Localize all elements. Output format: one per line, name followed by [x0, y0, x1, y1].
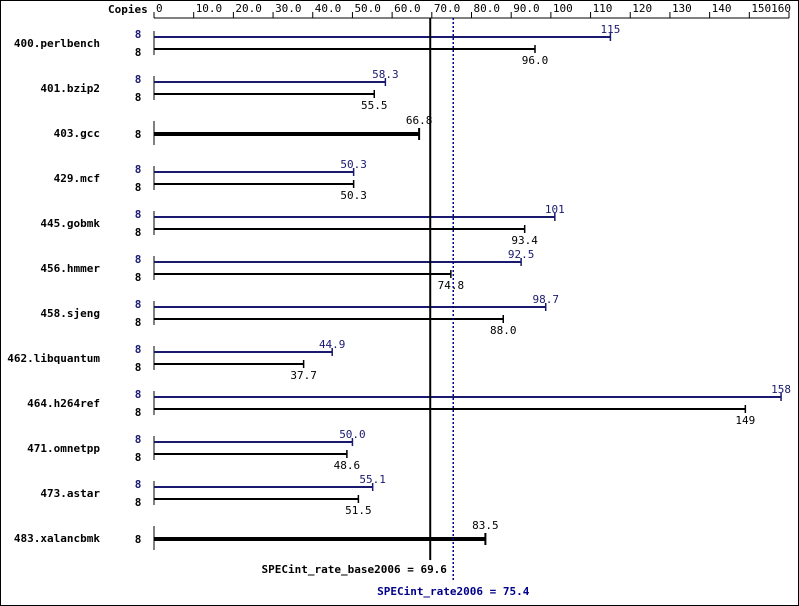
category-label: 464.h264ref: [27, 397, 100, 410]
x-tick-label: 80.0: [474, 2, 501, 15]
x-tick-label: 60.0: [394, 2, 421, 15]
x-tick-label: 0: [156, 2, 163, 15]
reference-label: SPECint_rate2006 = 75.4: [377, 585, 530, 598]
x-tick-label: 50.0: [354, 2, 381, 15]
x-tick-label: 150: [751, 2, 771, 15]
value-label: 50.3: [340, 189, 367, 202]
copies: 8: [135, 433, 142, 446]
copies-header: Copies: [108, 3, 148, 16]
copies: 8: [135, 181, 142, 194]
bar: [154, 537, 486, 541]
value-label: 55.1: [359, 473, 386, 486]
value-label: 50.3: [340, 158, 367, 171]
category-label: 401.bzip2: [40, 82, 100, 95]
copies: 8: [135, 388, 142, 401]
reference-label: SPECint_rate_base2006 = 69.6: [262, 563, 448, 576]
value-label: 37.7: [290, 369, 317, 382]
category-label: 458.sjeng: [40, 307, 100, 320]
x-tick-label: 10.0: [196, 2, 223, 15]
copies: 8: [135, 253, 142, 266]
x-tick-label: 90.0: [513, 2, 540, 15]
value-label: 50.0: [339, 428, 366, 441]
copies: 8: [135, 91, 142, 104]
copies: 8: [135, 361, 142, 374]
value-label: 96.0: [522, 54, 549, 67]
copies: 8: [135, 46, 142, 59]
value-label: 74.8: [438, 279, 465, 292]
x-tick-label: 20.0: [235, 2, 262, 15]
copies: 8: [135, 478, 142, 491]
copies: 8: [135, 406, 142, 419]
category-label: 462.libquantum: [7, 352, 100, 365]
value-label: 83.5: [472, 519, 499, 532]
copies: 8: [135, 271, 142, 284]
x-tick-label: 70.0: [434, 2, 461, 15]
value-label: 115: [600, 23, 620, 36]
value-label: 101: [545, 203, 565, 216]
category-label: 473.astar: [40, 487, 100, 500]
x-tick-label: 110: [593, 2, 613, 15]
copies: 8: [135, 343, 142, 356]
x-tick-label: 140: [712, 2, 732, 15]
category-label: 429.mcf: [54, 172, 100, 185]
copies: 8: [135, 316, 142, 329]
copies: 8: [135, 298, 142, 311]
copies: 8: [135, 226, 142, 239]
bar: [154, 132, 420, 136]
copies: 8: [135, 451, 142, 464]
category-label: 483.xalancbmk: [14, 532, 100, 545]
category-label: 471.omnetpp: [27, 442, 100, 455]
category-label: 403.gcc: [54, 127, 100, 140]
copies: 8: [135, 208, 142, 221]
value-label: 93.4: [511, 234, 538, 247]
copies: 8: [135, 128, 142, 141]
value-label: 66.8: [406, 114, 433, 127]
copies: 8: [135, 73, 142, 86]
category-label: 445.gobmk: [40, 217, 100, 230]
category-label: 400.perlbench: [14, 37, 100, 50]
value-label: 88.0: [490, 324, 517, 337]
copies: 8: [135, 28, 142, 41]
x-tick-label: 30.0: [275, 2, 302, 15]
value-label: 51.5: [345, 504, 372, 517]
copies: 8: [135, 496, 142, 509]
x-tick-label: 100: [553, 2, 573, 15]
x-tick-label: 160: [771, 2, 791, 15]
x-tick-label: 40.0: [315, 2, 342, 15]
value-label: 158: [771, 383, 791, 396]
copies: 8: [135, 163, 142, 176]
value-label: 55.5: [361, 99, 388, 112]
category-label: 456.hmmer: [40, 262, 100, 275]
x-tick-label: 120: [632, 2, 652, 15]
value-label: 149: [735, 414, 755, 427]
x-tick-label: 130: [672, 2, 692, 15]
copies: 8: [135, 533, 142, 546]
value-label: 58.3: [372, 68, 399, 81]
value-label: 48.6: [334, 459, 361, 472]
value-label: 44.9: [319, 338, 346, 351]
value-label: 98.7: [532, 293, 559, 306]
value-label: 92.5: [508, 248, 535, 261]
